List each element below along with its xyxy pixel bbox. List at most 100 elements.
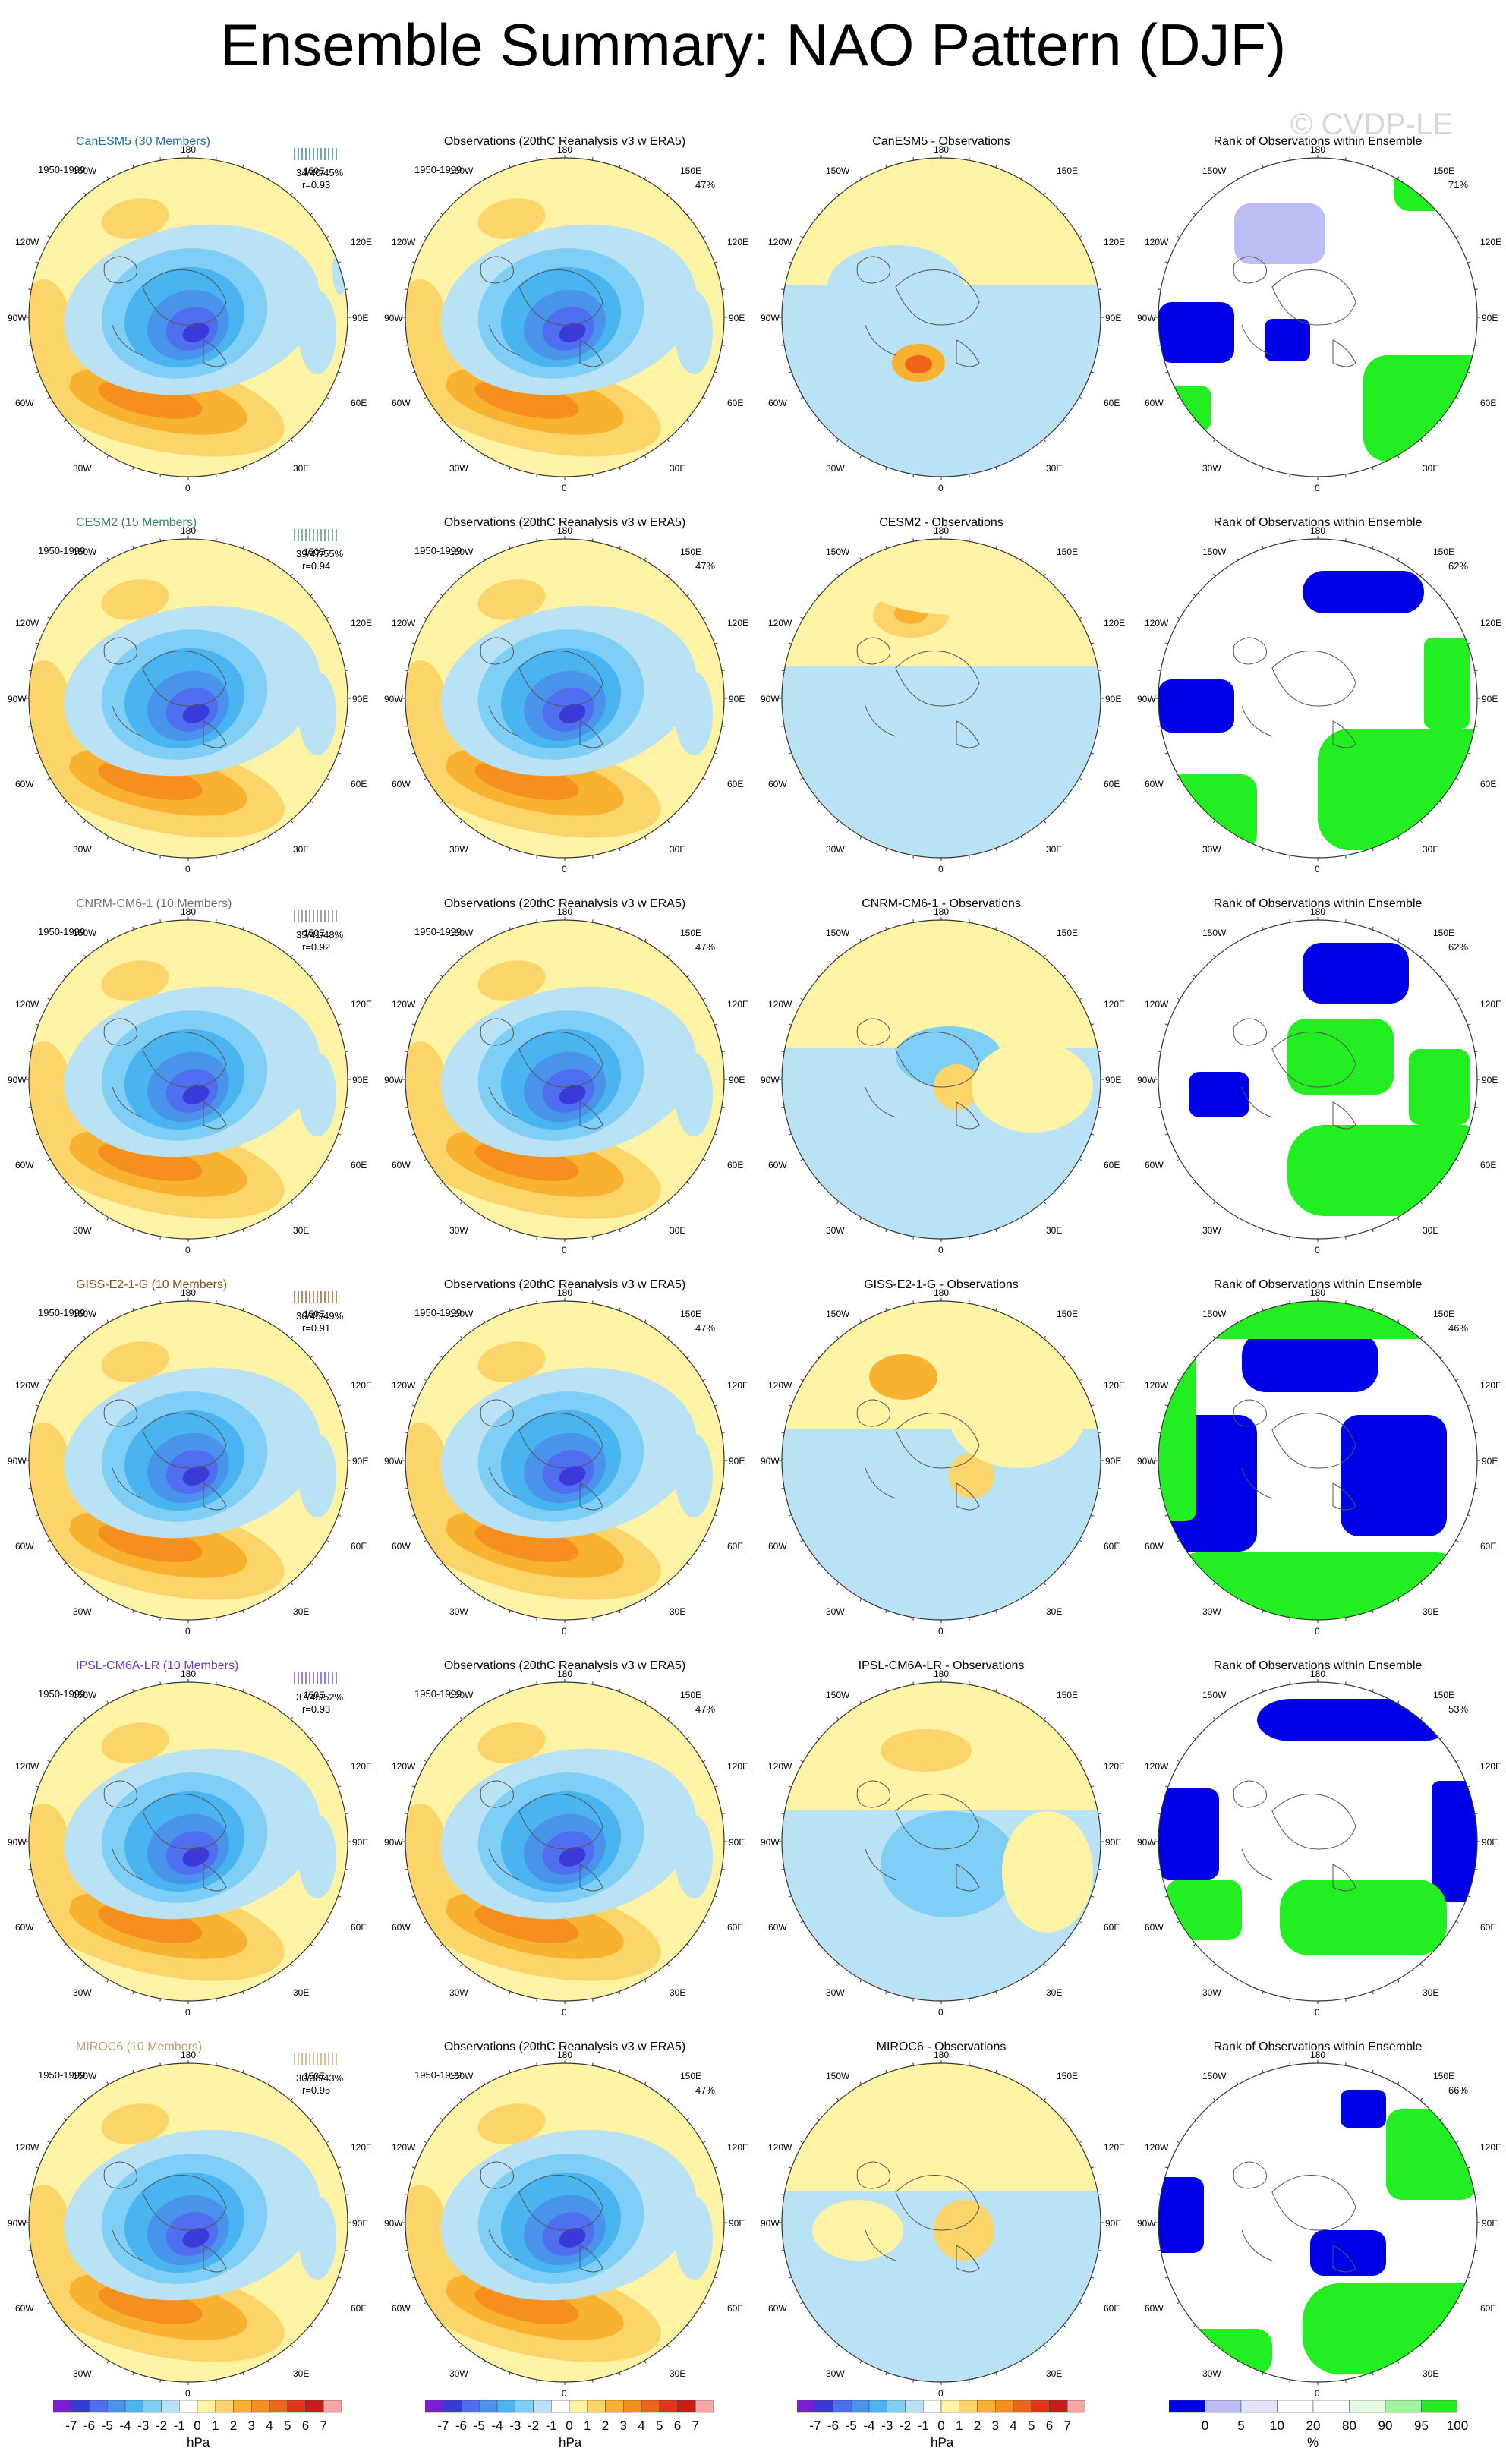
lon-label-n90w: 90W [384,2218,403,2229]
map-tick [1467,1404,1471,1407]
coastline [203,1864,227,1892]
contour-neg6 [182,2228,210,2248]
lon-label-n60w: 60W [392,2303,411,2314]
map-tick [460,2097,463,2101]
map-tick [816,2118,820,2121]
map-tick [644,1319,647,1323]
map-tick [132,2372,134,2376]
map-tick [781,670,785,672]
map-tick [1372,1229,1374,1233]
map-tick [1455,1539,1459,1542]
lon-label-n120e: 120E [1480,618,1502,629]
lon-label-n30w: 30W [1202,2368,1221,2379]
lon-label-n60e: 60E [727,1541,744,1552]
lon-label-n90w: 90W [761,1837,780,1848]
lon-label-n0: 0 [1315,864,1320,874]
lon-label-n60w: 60W [15,398,34,408]
lon-label-n90e: 90E [1482,1456,1498,1467]
map-tick [591,2062,594,2066]
map-tick [290,954,293,958]
model-title: CESM2 (15 Members) [76,516,197,529]
model-title: CNRM-CM6-1 (10 Members) [76,897,232,910]
map-tick [781,2249,785,2251]
lon-label-n30e: 30E [1046,2368,1063,2379]
polar-map [26,2060,351,2385]
map-tick [1079,777,1082,780]
contour-pos2 [405,1804,451,1940]
rank-region [1257,1699,1454,1741]
coastline [895,2175,980,2231]
map-tick [47,777,51,780]
model-title: IPSL-CM6A-LR (10 Members) [76,1659,239,1672]
map-tick [1177,997,1180,1000]
map-tick [242,1991,244,1995]
coastline [480,637,514,665]
map-tick [326,616,329,619]
map-tick [509,545,511,549]
lon-label-n30w: 30W [73,844,92,855]
coastline [1332,2245,1356,2273]
coastline [488,1467,520,1499]
lon-label-n30w: 30W [73,2368,92,2379]
pattern-correlation: r=0.93 [302,1703,331,1715]
map-tick [816,594,820,597]
map-tick [788,1133,792,1136]
map-tick [1193,2118,1196,2121]
lon-label-n90e: 90E [352,313,369,323]
pattern-correlation: r=0.93 [302,179,331,191]
map-tick [1397,1598,1400,1602]
coastline [856,1780,890,1808]
contour-pos4 [474,761,579,800]
map-tick [106,836,109,840]
map-tick [405,1432,408,1434]
map-tick [83,1582,87,1586]
colorbar-hpa-1-unit: hPa [187,2435,210,2450]
period-label: 1950-1999 [414,545,462,556]
map-tick [1236,2081,1239,2085]
diff-title: GISS-E2-1-G - Observations [864,1278,1019,1291]
colorbar-swatch [305,2400,324,2413]
map-tick [47,2141,51,2144]
map-tick [35,752,39,755]
coastline [112,1848,143,1880]
map-tick [816,419,820,422]
contour-pos4 [474,2285,579,2324]
map-tick [106,1217,109,1221]
map-tick [440,594,443,597]
lon-label-n60e: 60E [351,1541,367,1552]
polar-map [779,917,1104,1242]
colorbar-swatch [233,2400,252,2413]
contour-pos4 [98,761,203,800]
map-tick [1439,1737,1443,1740]
lon-label-n60w: 60W [15,2303,34,2314]
map-tick [47,1760,51,1763]
lon-label-n150e: 150E [1057,1690,1079,1700]
map-tick [1043,954,1046,958]
polar-map [402,1679,727,2004]
map-tick [28,1487,32,1489]
lon-label-n90w: 90W [384,1456,403,1467]
map-tick [1158,1487,1161,1489]
map-tick [35,1023,39,1026]
map-tick [1213,1582,1216,1586]
contour-neg1 [956,325,1078,401]
map-tick [424,1158,427,1161]
contour-neg1 [298,1053,336,1136]
map-tick [424,997,427,1000]
map-tick [1079,1539,1082,1542]
coastline [480,2161,514,2189]
map-tick [1419,2097,1423,2101]
map-tick [1467,2166,1471,2169]
obs-percent: 47% [695,1322,716,1334]
coastline [142,651,227,707]
lon-label-n120w: 120W [768,999,792,1010]
map-tick [1158,1106,1161,1108]
panel-r4-c2: IPSL-CM6A-LR - Observations 180 150W 150E 12… [753,1637,1130,2018]
colorbar-tick-label: 3 [247,2418,255,2433]
contour-neg6 [182,1847,210,1867]
map-tick [995,2372,997,2376]
map-tick [1344,2379,1347,2383]
colorbar-tick-label: 10 [1270,2418,1284,2433]
map-tick [83,439,87,443]
coastline [203,339,227,367]
